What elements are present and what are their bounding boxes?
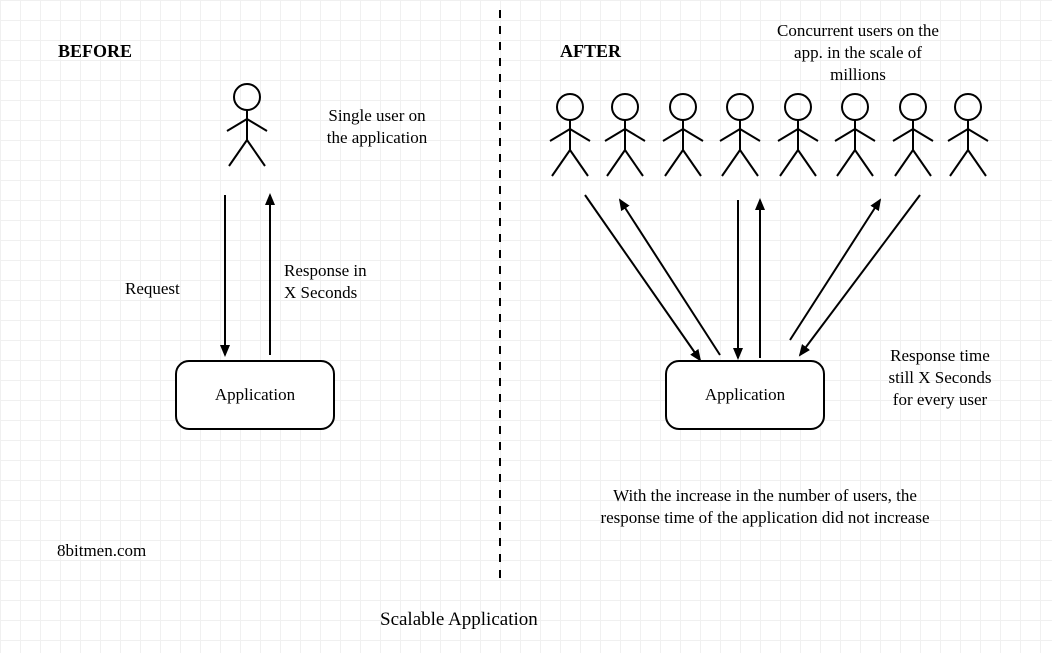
diagram-svg	[0, 0, 1052, 653]
